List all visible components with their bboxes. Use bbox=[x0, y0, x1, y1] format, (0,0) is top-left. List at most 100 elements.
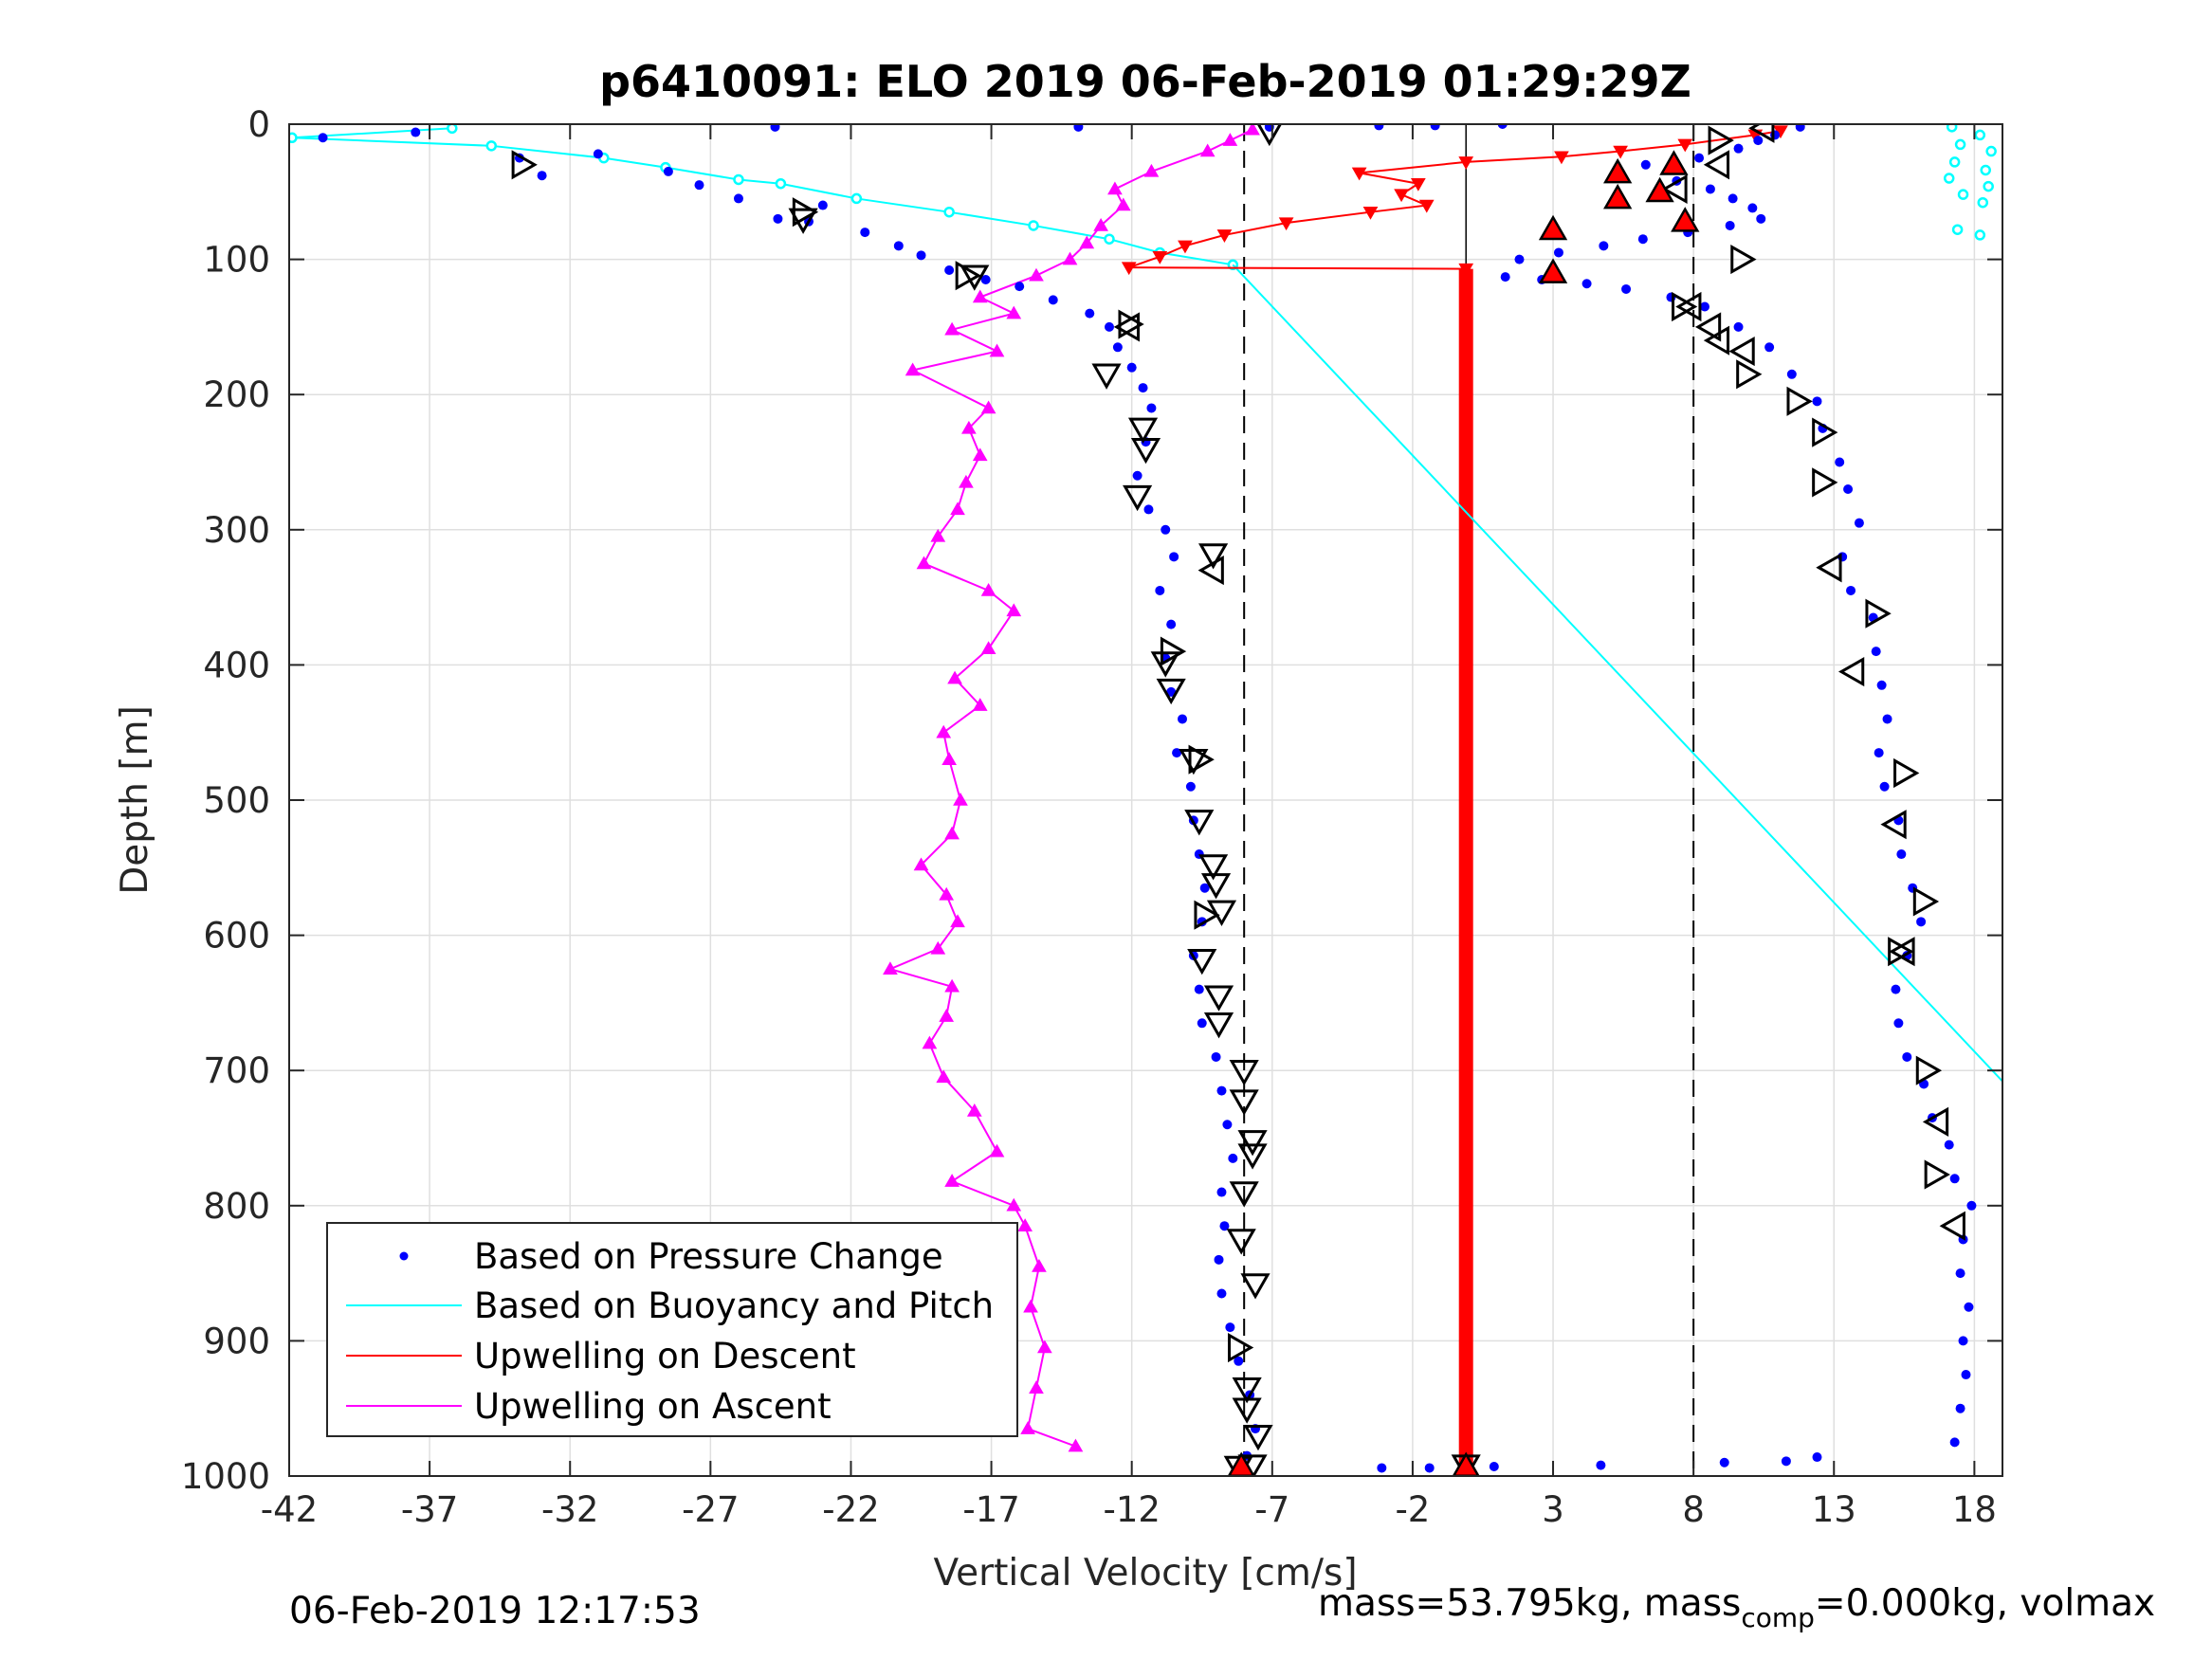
pressure-point bbox=[1073, 124, 1084, 132]
legend: Based on Pressure Change Based on Buoyan… bbox=[326, 1222, 1018, 1437]
buoyancy-point bbox=[1951, 224, 1964, 235]
ascent-upwelling-point bbox=[1143, 163, 1160, 177]
ascent-upwelling-point bbox=[1107, 181, 1123, 195]
x-tick-label: -27 bbox=[682, 1489, 739, 1530]
open-down-triangle-marker bbox=[788, 208, 818, 234]
pressure-point bbox=[1489, 1462, 1499, 1472]
pressure-point bbox=[1155, 585, 1165, 595]
buoyancy-point bbox=[485, 140, 498, 152]
plot-layer bbox=[289, 124, 2002, 1476]
ascent-upwelling-point bbox=[939, 886, 955, 901]
pressure-point bbox=[1166, 619, 1177, 629]
open-down-triangle-marker bbox=[1237, 1130, 1268, 1157]
x-tick-label: 18 bbox=[1952, 1489, 1997, 1530]
open-left-triangle-marker bbox=[1694, 312, 1722, 342]
open-down-triangle-marker bbox=[1123, 484, 1153, 512]
ascent-upwelling-point bbox=[944, 826, 960, 840]
descent-upwelling-point bbox=[1418, 199, 1435, 213]
pressure-point bbox=[1699, 301, 1709, 312]
pressure-point bbox=[1222, 1120, 1233, 1130]
pressure-point bbox=[1871, 647, 1881, 657]
pressure-point bbox=[1961, 1370, 1971, 1380]
descent-upwelling-point bbox=[1152, 250, 1168, 264]
open-right-triangle-marker bbox=[1228, 1332, 1254, 1363]
pressure-point bbox=[1169, 552, 1179, 562]
open-down-triangle-marker bbox=[1203, 985, 1234, 1012]
pressure-point bbox=[1949, 1174, 1960, 1184]
ascent-upwelling-point bbox=[950, 914, 965, 928]
pressure-point bbox=[1514, 254, 1525, 264]
open-right-triangle-marker bbox=[792, 197, 819, 228]
pressure-point bbox=[817, 200, 828, 210]
open-right-triangle-marker bbox=[1865, 598, 1892, 629]
pressure-point bbox=[1944, 1139, 1954, 1150]
red-up-triangle-marker bbox=[1645, 176, 1674, 203]
red-up-triangle-marker bbox=[1671, 207, 1700, 232]
ascent-upwelling-point bbox=[1023, 1299, 1038, 1313]
pressure-point bbox=[1896, 849, 1907, 860]
buoyancy-point bbox=[1104, 233, 1115, 245]
y-tick-label: 200 bbox=[203, 374, 270, 415]
descent-upwelling-point bbox=[1458, 263, 1474, 277]
open-down-triangle-marker bbox=[1091, 363, 1122, 390]
pressure-point bbox=[1225, 1322, 1235, 1333]
ascent-upwelling-point bbox=[1017, 1218, 1033, 1231]
footer-mass-suffix: =0.000kg, volmax bbox=[1814, 1582, 2156, 1625]
open-right-triangle-marker bbox=[1812, 467, 1838, 498]
descent-upwelling-point bbox=[1278, 217, 1294, 231]
ascent-upwelling-point bbox=[966, 1103, 982, 1117]
pressure-point bbox=[1197, 1018, 1207, 1029]
pressure-point bbox=[1132, 470, 1143, 481]
x-tick-label: -2 bbox=[1395, 1489, 1430, 1530]
buoyancy-point bbox=[1948, 156, 1961, 168]
legend-label-descent: Upwelling on Descent bbox=[474, 1336, 856, 1376]
pressure-point bbox=[1747, 203, 1758, 213]
pressure-point bbox=[1966, 1200, 1977, 1211]
open-down-triangle-marker bbox=[1232, 1377, 1262, 1404]
legend-box bbox=[326, 1222, 1018, 1437]
x-tick-label: -7 bbox=[1254, 1489, 1289, 1530]
pressure-point bbox=[1234, 1356, 1244, 1366]
open-right-triangle-marker bbox=[1194, 900, 1220, 930]
pressure-point bbox=[1211, 1051, 1221, 1062]
open-right-triangle-marker bbox=[955, 261, 981, 291]
buoyancy-point bbox=[1983, 180, 1994, 192]
pressure-point bbox=[1621, 283, 1632, 294]
ascent-upwelling-point bbox=[1068, 1438, 1084, 1452]
x-tick-label: -22 bbox=[822, 1489, 879, 1530]
pressure-point bbox=[1640, 159, 1651, 170]
buoyancy-point bbox=[943, 206, 955, 218]
footer-mass: mass=53.795kg, masscomp=0.000kg, volmax bbox=[1318, 1582, 2155, 1633]
pressure-point bbox=[1955, 1403, 1965, 1413]
ascent-upwelling-point bbox=[980, 582, 996, 596]
y-tick-label: 800 bbox=[203, 1186, 270, 1227]
chart-title: p6410091: ELO 2019 06-Feb-2019 01:29:29Z bbox=[599, 56, 1691, 107]
ascent-upwelling-point bbox=[930, 940, 946, 955]
ascent-upwelling-point bbox=[980, 641, 996, 655]
pressure-point bbox=[1916, 917, 1927, 927]
ascent-upwelling-point bbox=[1222, 133, 1238, 146]
x-tick-label: -12 bbox=[1103, 1489, 1160, 1530]
ascent-upwelling-point bbox=[961, 420, 977, 434]
red-up-triangle-marker bbox=[1603, 183, 1633, 210]
buoyancy-point bbox=[850, 192, 863, 205]
open-down-triangle-marker bbox=[1229, 1089, 1259, 1116]
pressure-point bbox=[1126, 362, 1137, 373]
pressure-point bbox=[1795, 124, 1805, 132]
open-left-triangle-marker bbox=[1703, 325, 1730, 356]
pressure-point bbox=[537, 171, 547, 181]
descent-upwelling-point bbox=[1178, 240, 1193, 254]
open-right-triangle-marker bbox=[1924, 1159, 1950, 1190]
pressure-point bbox=[1812, 1452, 1822, 1463]
open-left-triangle-marker bbox=[1939, 1211, 1965, 1241]
pressure-point bbox=[1753, 136, 1764, 146]
pressure-point bbox=[1733, 143, 1744, 154]
ascent-upwelling-point bbox=[972, 289, 988, 303]
open-down-triangle-marker bbox=[1229, 1181, 1259, 1208]
pressure-point bbox=[1138, 383, 1148, 393]
open-down-triangle-marker bbox=[1200, 873, 1232, 900]
pressure-point bbox=[1048, 295, 1058, 305]
ascent-upwelling-point bbox=[950, 501, 965, 516]
open-down-triangle-marker bbox=[1127, 417, 1159, 444]
pressure-point bbox=[1846, 585, 1856, 595]
